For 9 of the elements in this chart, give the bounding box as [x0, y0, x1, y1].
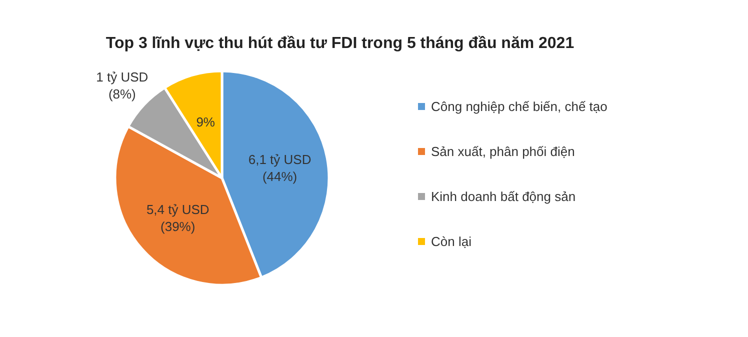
legend-label: Công nghiệp chế biến, chế tạo	[431, 99, 608, 114]
data-label: 1 tỷ USD (8%)	[96, 69, 148, 102]
data-label: 5,4 tỷ USD (39%)	[146, 202, 210, 234]
legend-label: Kinh doanh bất động sản	[431, 189, 576, 204]
data-label: 9%	[196, 114, 216, 130]
data-label: 6,1 tỷ USD (44%)	[248, 152, 312, 184]
legend-label: Sản xuất, phân phối điện	[431, 144, 575, 159]
legend-label: Còn lại	[431, 234, 472, 249]
chart-title: Top 3 lĩnh vực thu hút đầu tư FDI trong 5 tháng đầu năm 2021	[106, 35, 574, 52]
